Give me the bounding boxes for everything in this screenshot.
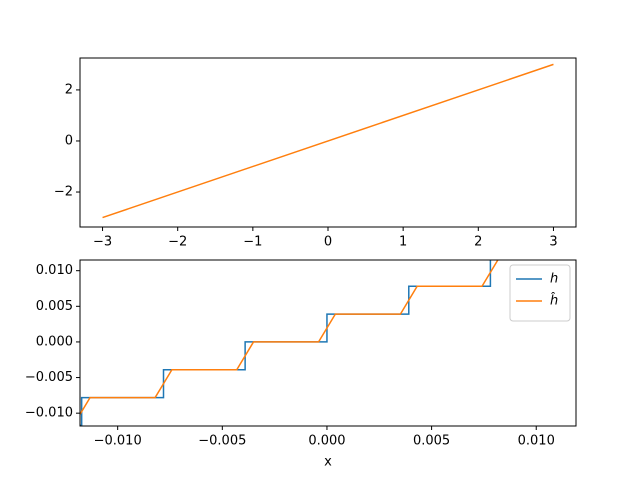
data-line xyxy=(102,63,554,219)
plot-area xyxy=(80,260,499,426)
x-tick-label: −2 xyxy=(168,235,187,250)
x-tick-label: 0.010 xyxy=(518,434,555,449)
y-tick-label: 0 xyxy=(65,133,73,148)
x-tick-label: −1 xyxy=(243,235,262,250)
axes-frame xyxy=(79,57,577,228)
x-tick-label: 3 xyxy=(549,235,557,250)
x-tick-label: 0.005 xyxy=(413,434,450,449)
y-tick-label: −2 xyxy=(54,185,73,200)
x-tick-label: 0 xyxy=(324,235,332,250)
y-tick-label: −0.010 xyxy=(25,406,73,421)
plot-area xyxy=(102,63,554,219)
data-line xyxy=(80,260,499,415)
y-tick-label: 0.000 xyxy=(36,334,73,349)
y-tick-label: 0.005 xyxy=(36,299,73,314)
x-axis-label: x xyxy=(324,455,332,470)
x-tick-label: 2 xyxy=(474,235,482,250)
y-tick-label: −0.005 xyxy=(25,370,73,385)
y-tick-label: 2 xyxy=(65,82,73,97)
axes-frame xyxy=(79,259,577,427)
legend-label: h xyxy=(550,272,558,287)
x-tick-label: −3 xyxy=(93,235,112,250)
x-tick-label: 1 xyxy=(399,235,407,250)
y-tick-label: 0.010 xyxy=(36,263,73,278)
x-tick-label: 0.000 xyxy=(308,434,345,449)
x-tick-label: −0.005 xyxy=(198,434,246,449)
x-tick-label: −0.010 xyxy=(94,434,142,449)
legend-box xyxy=(509,264,571,322)
legend-label: ĥ xyxy=(550,293,558,309)
